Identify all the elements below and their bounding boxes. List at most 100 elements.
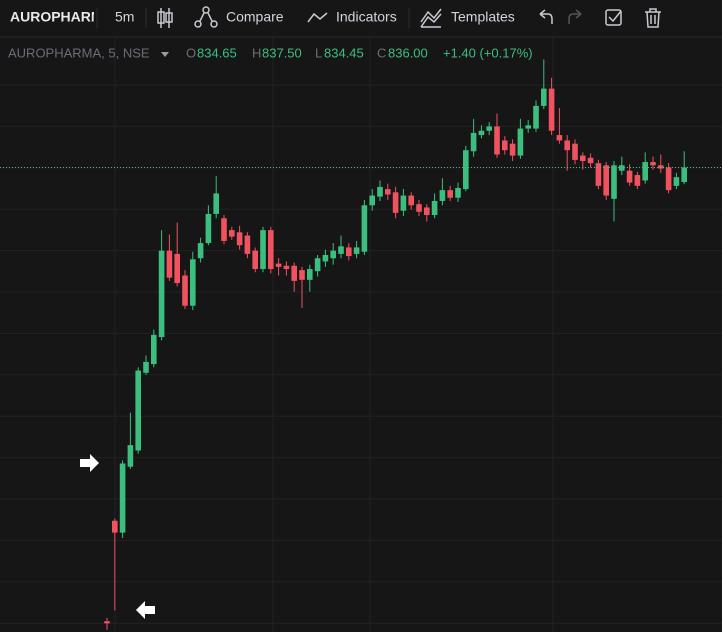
candle-body [673, 177, 680, 186]
legend-symbol: AUROPHARMA, 5, NSE [8, 45, 150, 60]
candle-body [626, 170, 633, 183]
chart-type-icon[interactable] [157, 8, 173, 28]
candle-body [143, 361, 149, 373]
legend-open: 834.65 [197, 45, 237, 60]
indicators-button[interactable]: Indicators [336, 9, 397, 25]
candle-body [502, 140, 508, 151]
legend-close: 836.00 [388, 45, 428, 60]
candle-body [283, 265, 290, 270]
candle-body [665, 167, 672, 191]
toolbar [0, 0, 722, 37]
candle-body [112, 520, 118, 533]
candle-body [494, 126, 500, 155]
candle-body [197, 243, 204, 259]
candle-body [353, 247, 360, 254]
templates-button[interactable]: Templates [451, 9, 515, 25]
candle-body [330, 250, 336, 259]
candle-body [127, 445, 134, 467]
compare-icon[interactable] [194, 6, 218, 28]
candle-body [400, 195, 407, 211]
candle-body [158, 250, 165, 338]
candle-body [619, 165, 625, 171]
candle-body [104, 621, 110, 624]
candle-body [190, 259, 196, 306]
candle-body [299, 270, 305, 280]
arrow-left-icon [136, 601, 155, 619]
candle-body [346, 247, 352, 257]
candle-body [135, 370, 141, 451]
plot [0, 59, 722, 630]
candle-body [182, 275, 188, 306]
candle-body [385, 189, 391, 195]
candle-body [486, 126, 492, 131]
candle-body [603, 165, 609, 196]
candle-body [229, 230, 235, 237]
candle-body [361, 205, 368, 252]
candle-body [509, 143, 516, 156]
candle-body [642, 162, 648, 181]
candle-body [556, 135, 563, 141]
candle-body [416, 204, 422, 212]
candle-body [595, 163, 602, 186]
candle-body [424, 207, 430, 216]
candle-body [463, 150, 469, 190]
candle-body [408, 195, 414, 206]
delete-button[interactable] [645, 8, 661, 28]
candle-body [548, 88, 555, 131]
candle-body [587, 157, 594, 164]
candle-body [525, 125, 531, 129]
candle-body [244, 235, 251, 254]
candle-body [151, 334, 157, 365]
candle-body [650, 162, 656, 166]
candle-body [517, 128, 524, 156]
candle-body [338, 246, 344, 254]
candle-body [431, 200, 438, 216]
legend-o-label: O [186, 45, 196, 60]
candle-body [275, 263, 282, 267]
candle-body [455, 188, 461, 198]
candle-body [221, 218, 227, 241]
redo-button[interactable] [568, 9, 582, 24]
candle-body [681, 167, 687, 183]
candle-body [470, 132, 477, 152]
legend-c-label: C [377, 45, 386, 60]
candle-body [541, 88, 547, 106]
templates-icon[interactable] [420, 8, 442, 28]
candle-body [322, 254, 329, 262]
candle-body [478, 130, 485, 136]
arrow-right-icon [80, 454, 99, 472]
candle-body [564, 140, 570, 151]
candle-body [268, 230, 274, 270]
candle-body [314, 258, 321, 272]
candle-body [307, 269, 313, 280]
legend-l-label: L [315, 45, 322, 60]
candle-body [205, 213, 212, 244]
symbol[interactable]: AUROPHARMA [10, 9, 113, 25]
candle-body [580, 155, 586, 161]
candle-body [572, 143, 578, 160]
legend-dropdown[interactable] [161, 52, 169, 57]
candle-body [291, 265, 297, 281]
alert-button[interactable] [605, 9, 622, 26]
candle-body [447, 190, 453, 198]
candle-body [119, 463, 126, 533]
compare-button[interactable]: Compare [226, 9, 284, 25]
candle-body [533, 105, 539, 129]
candle-body [658, 165, 664, 169]
indicators-icon[interactable] [307, 12, 328, 23]
candle-body [634, 175, 641, 186]
candle-body [213, 193, 219, 214]
interval[interactable]: 5m [115, 9, 134, 25]
candle-body [252, 250, 258, 270]
undo-button[interactable] [539, 9, 553, 24]
candle-body [392, 192, 399, 213]
candle-body [369, 195, 375, 206]
candle-body [611, 165, 617, 199]
legend-low: 834.45 [324, 45, 364, 60]
candle-body [236, 232, 243, 246]
candle-body [166, 250, 173, 278]
legend-change: +1.40 (+0.17%) [443, 45, 533, 60]
